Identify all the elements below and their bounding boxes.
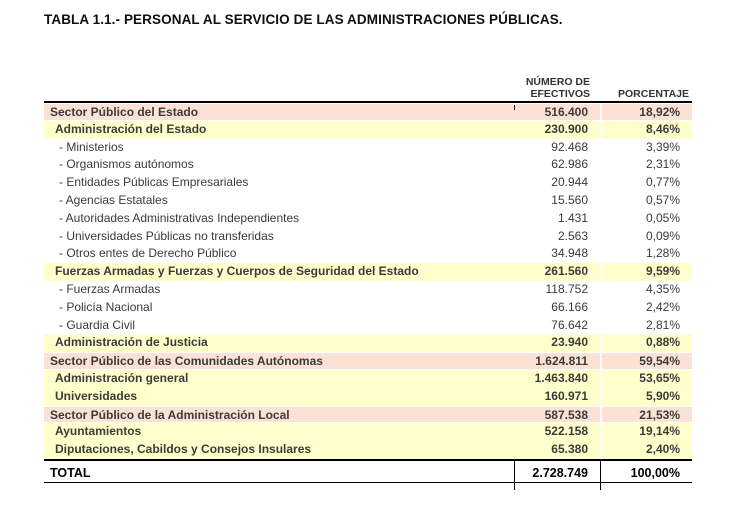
total-efectivos: 2.728.749: [514, 460, 600, 482]
table-row: - Policía Nacional 66.166 2,42%: [44, 298, 692, 317]
row-label: Administración de Justicia: [55, 335, 208, 350]
row-label: - Universidades Públicas no transferidas: [59, 228, 274, 243]
row-porcentaje: 4,35%: [645, 281, 680, 296]
table-row: - Fuerzas Armadas 118.752 4,35%: [44, 280, 692, 299]
row-porcentaje: 3,39%: [645, 139, 680, 154]
col-header-efectivos-line2: EFECTIVOS: [530, 88, 590, 100]
table-row: - Otros entes de Derecho Público 34.948 1,…: [44, 245, 692, 264]
row-porcentaje: 18,92%: [600, 104, 692, 120]
table-row: Sector Público del Estado 516.400 18,92%: [44, 103, 692, 121]
row-efectivos: 160.971: [544, 388, 588, 403]
row-porcentaje: 2,40%: [600, 441, 692, 459]
table-row: - Universidades Públicas no transferidas…: [44, 227, 692, 246]
row-label: - Ministerios: [59, 139, 124, 154]
row-efectivos: 1.624.811: [535, 354, 588, 369]
row-label: - Policía Nacional: [59, 299, 153, 314]
row-efectivos: 65.380: [551, 442, 588, 457]
table-row: Universidades 160.971 5,90%: [44, 387, 692, 406]
table-row: Fuerzas Armadas y Fuerzas y Cuerpos de S…: [44, 263, 692, 281]
row-porcentaje: 21,53%: [600, 406, 692, 423]
col-header-empty: [44, 76, 514, 100]
row-efectivos: 1.431: [557, 210, 588, 225]
row-efectivos: 230.900: [544, 121, 588, 136]
row-porcentaje: 1,28%: [645, 246, 680, 261]
row-efectivos: 76.642: [551, 317, 588, 332]
row-porcentaje: 2,81%: [645, 317, 680, 332]
col-header-porcentaje: PORCENTAJE: [618, 88, 689, 100]
row-label: - Otros entes de Derecho Público: [59, 246, 237, 261]
col-header-efectivos-line1: NÚMERO DE: [525, 76, 590, 88]
table-row: Diputaciones, Cabildos y Consejos Insula…: [44, 441, 692, 459]
row-efectivos: 92.468: [551, 139, 588, 154]
table-row: Sector Público de las Comunidades Autóno…: [44, 352, 692, 370]
table-row: - Agencias Estatales 15.560 0,57%: [44, 191, 692, 210]
row-label: - Entidades Públicas Empresariales: [59, 175, 249, 190]
row-efectivos: 118.752: [545, 281, 589, 296]
row-efectivos: 34.948: [551, 246, 588, 261]
row-efectivos: 66.166: [551, 299, 588, 314]
table-row: Administración de Justicia 23.940 0,88%: [44, 334, 692, 353]
total-label: TOTAL: [50, 465, 91, 480]
row-label: Sector Público de la Administración Loca…: [50, 407, 290, 422]
row-efectivos: 62.986: [551, 157, 588, 172]
table-header-row: NÚMERO DE EFECTIVOS PORCENTAJE: [44, 76, 692, 103]
row-porcentaje: 0,77%: [645, 175, 680, 190]
row-efectivos: 23.940: [551, 335, 588, 350]
table-body: Sector Público del Estado 516.400 18,92% Ad…: [44, 103, 692, 459]
table-title: TABLA 1.1.- PERSONAL AL SERVICIO DE LAS …: [44, 12, 563, 27]
row-label: Administración general: [55, 370, 189, 385]
table-row: - Entidades Públicas Empresariales 20.944…: [44, 174, 692, 192]
row-efectivos: 15.560: [551, 192, 588, 207]
table-row: Ayuntamientos 522.158 19,14%: [44, 423, 692, 442]
table-row: - Ministerios 92.468 3,39%: [44, 138, 692, 157]
row-porcentaje: 59,54%: [600, 353, 692, 369]
row-efectivos: 20.944: [551, 175, 588, 190]
row-porcentaje: 53,65%: [600, 369, 692, 388]
total-porcentaje: 100,00%: [600, 460, 692, 482]
row-label: Diputaciones, Cabildos y Consejos Insula…: [55, 442, 312, 457]
table-row: - Autoridades Administrativas Independie…: [44, 209, 692, 228]
row-label: Sector Público de las Comunidades Autóno…: [50, 354, 323, 369]
table-row: Sector Público de la Administración Loca…: [44, 405, 692, 424]
row-label: Administración del Estado: [55, 121, 207, 136]
row-efectivos: 516.400: [544, 105, 588, 119]
row-porcentaje: 19,14%: [600, 423, 692, 442]
column-divider-tick: [514, 482, 515, 490]
col-header-efectivos: NÚMERO DE EFECTIVOS: [514, 76, 600, 100]
total-row: TOTAL 2.728.749 100,00%: [44, 458, 692, 483]
personnel-table: NÚMERO DE EFECTIVOS PORCENTAJE Sector Pú…: [44, 76, 692, 490]
row-efectivos: 261.560: [544, 264, 588, 279]
row-porcentaje: 9,59%: [600, 263, 692, 281]
table-row: - Organismos autónomos 62.986 2,31%: [44, 156, 692, 175]
table-row: Administración general 1.463.840 53,65%: [44, 369, 692, 388]
row-efectivos: 587.538: [544, 407, 588, 422]
row-label: - Fuerzas Armadas: [59, 281, 161, 296]
row-porcentaje: 0,05%: [645, 210, 680, 225]
column-divider-tick: [514, 105, 515, 110]
row-efectivos: 522.158: [544, 424, 588, 439]
row-porcentaje: 2,42%: [645, 299, 680, 314]
row-porcentaje: 2,31%: [645, 157, 680, 172]
row-porcentaje: 0,09%: [645, 228, 680, 243]
row-porcentaje: 0,88%: [600, 334, 692, 353]
row-label: Fuerzas Armadas y Fuerzas y Cuerpos de S…: [55, 264, 419, 279]
row-porcentaje: 5,90%: [600, 387, 692, 406]
column-divider-tick: [600, 482, 601, 490]
row-porcentaje: 0,57%: [645, 192, 680, 207]
row-label: - Agencias Estatales: [59, 192, 168, 207]
row-efectivos: 2.563: [557, 228, 588, 243]
table-row: Administración del Estado 230.900 8,46%: [44, 120, 692, 139]
row-label: Sector Público del Estado: [50, 105, 199, 119]
row-label: - Guardia Civil: [59, 317, 136, 332]
row-label: - Autoridades Administrativas Independie…: [59, 210, 300, 225]
row-label: Ayuntamientos: [55, 424, 142, 439]
table-row: - Guardia Civil 76.642 2,81%: [44, 316, 692, 335]
row-efectivos: 1.463.840: [534, 370, 588, 385]
row-porcentaje: 8,46%: [600, 120, 692, 139]
row-label: Universidades: [55, 388, 138, 403]
row-label: - Organismos autónomos: [59, 157, 194, 172]
